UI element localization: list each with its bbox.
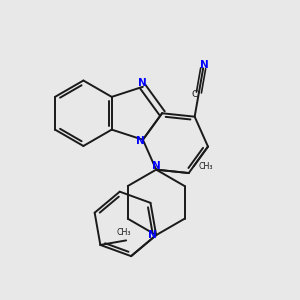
Text: C: C [191, 90, 198, 99]
Text: N: N [148, 230, 157, 240]
Text: N: N [200, 60, 209, 70]
Text: N: N [139, 78, 147, 88]
Text: CH₃: CH₃ [198, 162, 213, 171]
Text: N: N [136, 136, 145, 146]
Text: N: N [152, 161, 161, 171]
Text: CH₃: CH₃ [117, 228, 131, 237]
